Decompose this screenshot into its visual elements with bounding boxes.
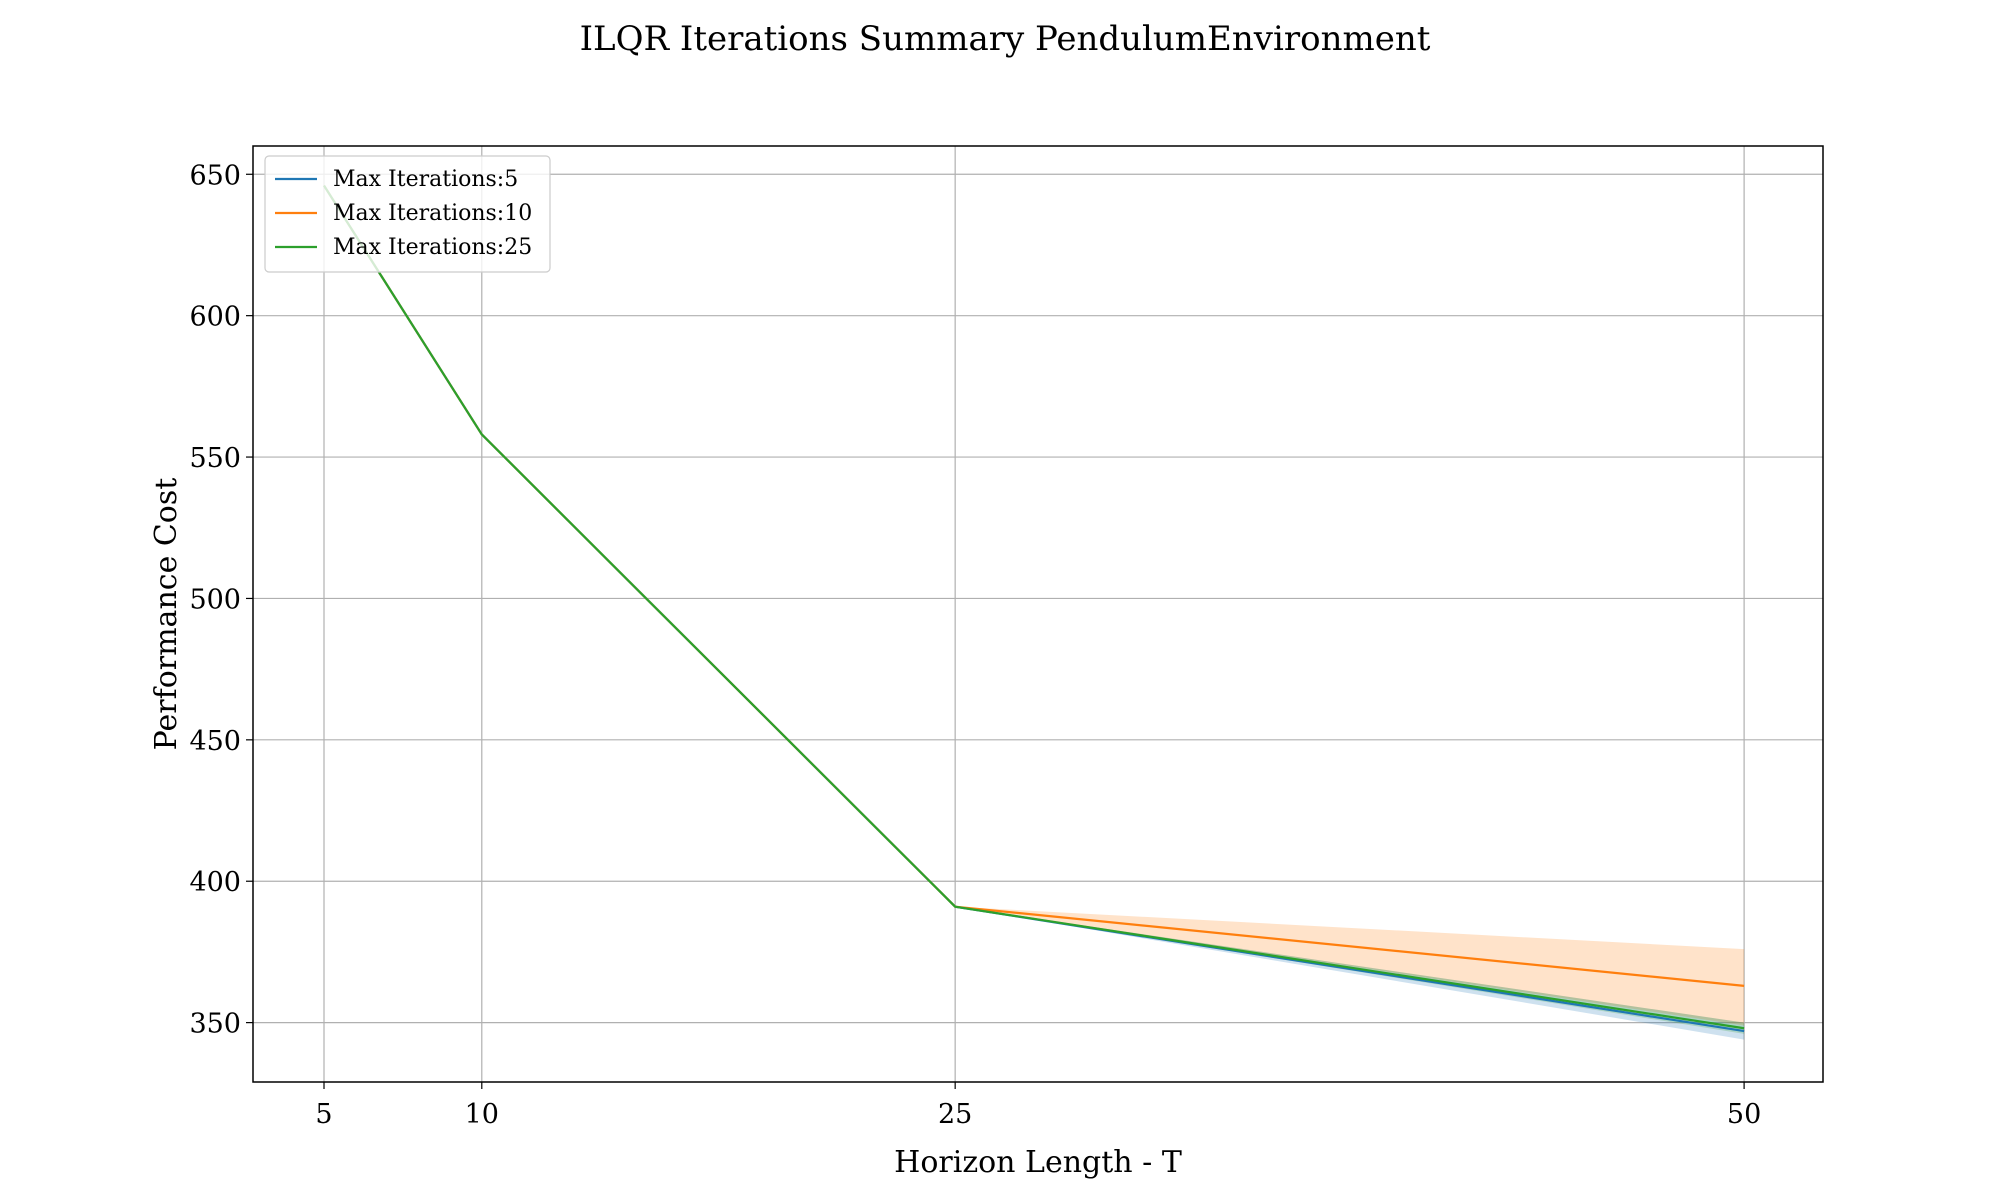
y-tick-label: 650 xyxy=(189,160,241,191)
x-tick-label: 50 xyxy=(1727,1099,1761,1130)
y-axis-label: Performance Cost xyxy=(149,478,184,751)
y-tick-label: 350 xyxy=(189,1009,241,1040)
y-tick-label: 400 xyxy=(189,867,241,898)
x-tick-label: 5 xyxy=(315,1099,332,1130)
legend-label: Max Iterations:10 xyxy=(333,201,532,226)
series-line xyxy=(323,185,1745,987)
legend-box xyxy=(264,155,551,273)
series-line xyxy=(323,185,1745,1030)
plot-area-frame xyxy=(252,145,1824,1083)
y-tick-label: 550 xyxy=(189,443,241,474)
y-tick-label: 500 xyxy=(189,584,241,615)
chart-title: ILQR Iterations Summary PendulumEnvironm… xyxy=(580,19,1431,59)
legend-label: Max Iterations:25 xyxy=(333,235,532,260)
legend-label: Max Iterations:5 xyxy=(333,167,518,192)
confidence-band xyxy=(324,185,1745,1034)
axis-ticks: 5 10 25 50 350 400 450 500 550 600 650 xyxy=(189,160,1761,1130)
series-lines xyxy=(323,185,1745,1033)
legend: Max Iterations:5 Max Iterations:10 Max Ite… xyxy=(264,155,551,273)
confidence-band xyxy=(324,185,1745,1026)
confidence-bands xyxy=(324,185,1745,1040)
x-tick-label: 10 xyxy=(465,1099,499,1130)
x-axis-label: Horizon Length - T xyxy=(894,1145,1182,1180)
y-tick-label: 450 xyxy=(189,726,241,757)
x-tick-label: 25 xyxy=(938,1099,972,1130)
y-tick-label: 600 xyxy=(189,302,241,333)
series-line xyxy=(323,185,1745,1033)
